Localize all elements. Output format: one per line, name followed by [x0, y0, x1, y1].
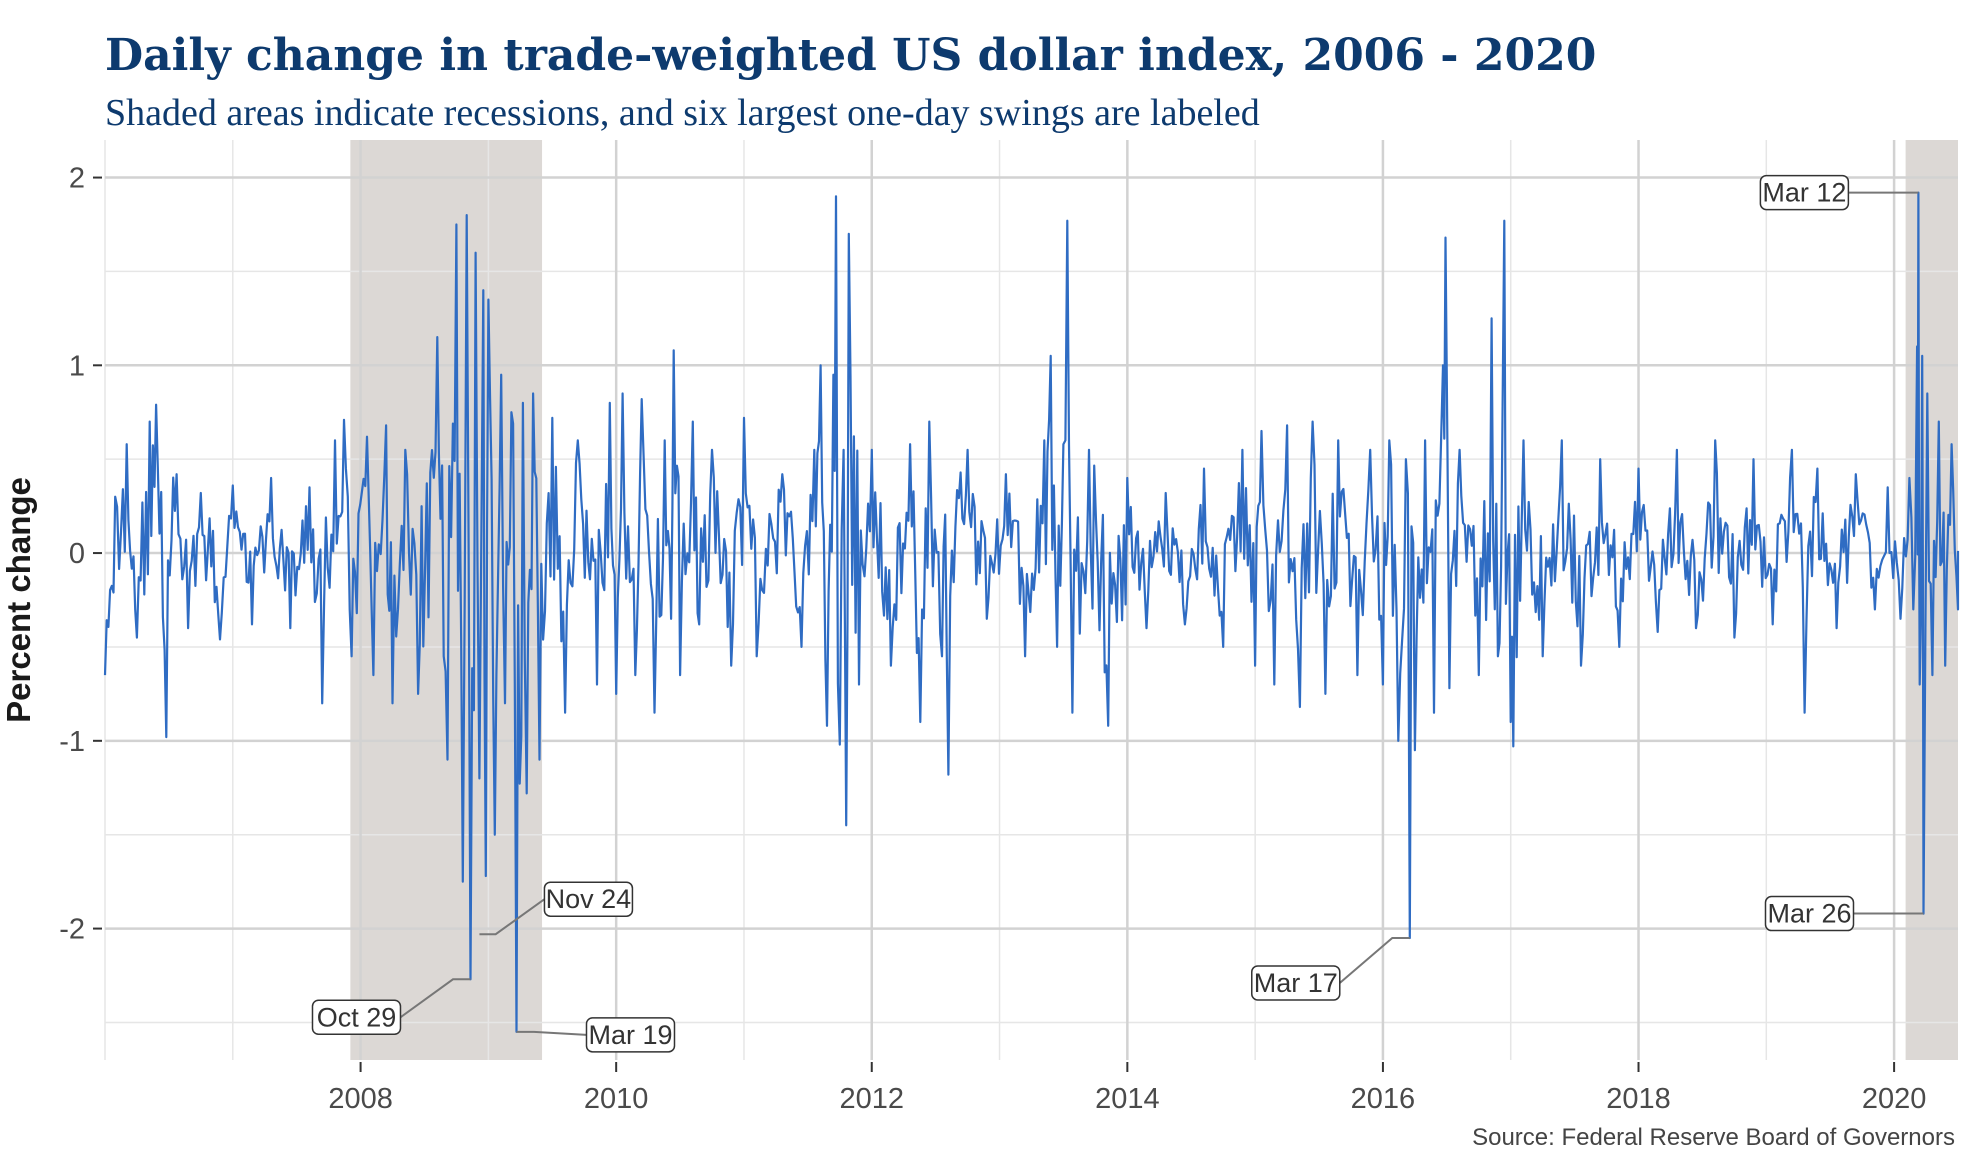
- recession-band-0: [350, 140, 543, 1060]
- annotation-label-1: Nov 24: [546, 884, 632, 914]
- annotation-label-3: Mar 17: [1254, 968, 1338, 998]
- x-tick-label: 2016: [1351, 1083, 1416, 1115]
- x-tick-label: 2014: [1095, 1083, 1160, 1115]
- source-note: Source: Federal Reserve Board of Governo…: [1472, 1124, 1955, 1151]
- annotation-box-2: [585, 1017, 676, 1053]
- annotation-leader-3: [1339, 936, 1410, 984]
- annotation-box-0: [311, 999, 402, 1036]
- annotation-box-1: [543, 881, 634, 917]
- annotation-label-4: Mar 12: [1762, 178, 1846, 208]
- y-tick-label: 1: [69, 350, 85, 382]
- annotation-box-5: [1764, 895, 1855, 932]
- annotation-leader-2: [516, 1030, 587, 1036]
- y-tick-label: -1: [59, 726, 85, 758]
- x-axis: 2008 2010 2012 2014 2016 2018 2020: [328, 1062, 1926, 1115]
- annotation-leader-0: [399, 978, 471, 1019]
- y-tick-label: 0: [69, 538, 85, 570]
- y-axis: -2 -1 0 1 2: [59, 163, 102, 946]
- y-tick-label: 2: [69, 163, 85, 195]
- annotation-leader-1: [479, 898, 546, 936]
- gridlines: [104, 140, 1958, 1060]
- annotations: Oct 29 Nov 24 Mar 19 Mar 17 Mar 12 Mar 26: [311, 174, 1924, 1053]
- x-tick-label: 2010: [584, 1083, 649, 1115]
- chart-subtitle: Shaded areas indicate recessions, and si…: [105, 92, 1260, 134]
- annotation-label-2: Mar 19: [588, 1020, 672, 1050]
- annotation-label-5: Mar 26: [1767, 899, 1851, 929]
- annotation-box-4: [1759, 174, 1850, 211]
- x-tick-label: 2018: [1606, 1083, 1671, 1115]
- series-group: [103, 191, 1960, 1033]
- series-line-0: [103, 191, 1960, 1033]
- chart-title: Daily change in trade-weighted US dollar…: [105, 30, 1596, 81]
- annotation-box-3: [1251, 965, 1341, 1001]
- annotation-label-0: Oct 29: [317, 1002, 397, 1032]
- x-tick-label: 2012: [840, 1083, 905, 1115]
- recession-bands: [350, 140, 1958, 1060]
- x-tick-label: 2008: [328, 1083, 393, 1115]
- y-tick-label: -2: [59, 914, 85, 946]
- y-axis-label: Percent change: [0, 477, 37, 723]
- x-tick-label: 2020: [1862, 1083, 1927, 1115]
